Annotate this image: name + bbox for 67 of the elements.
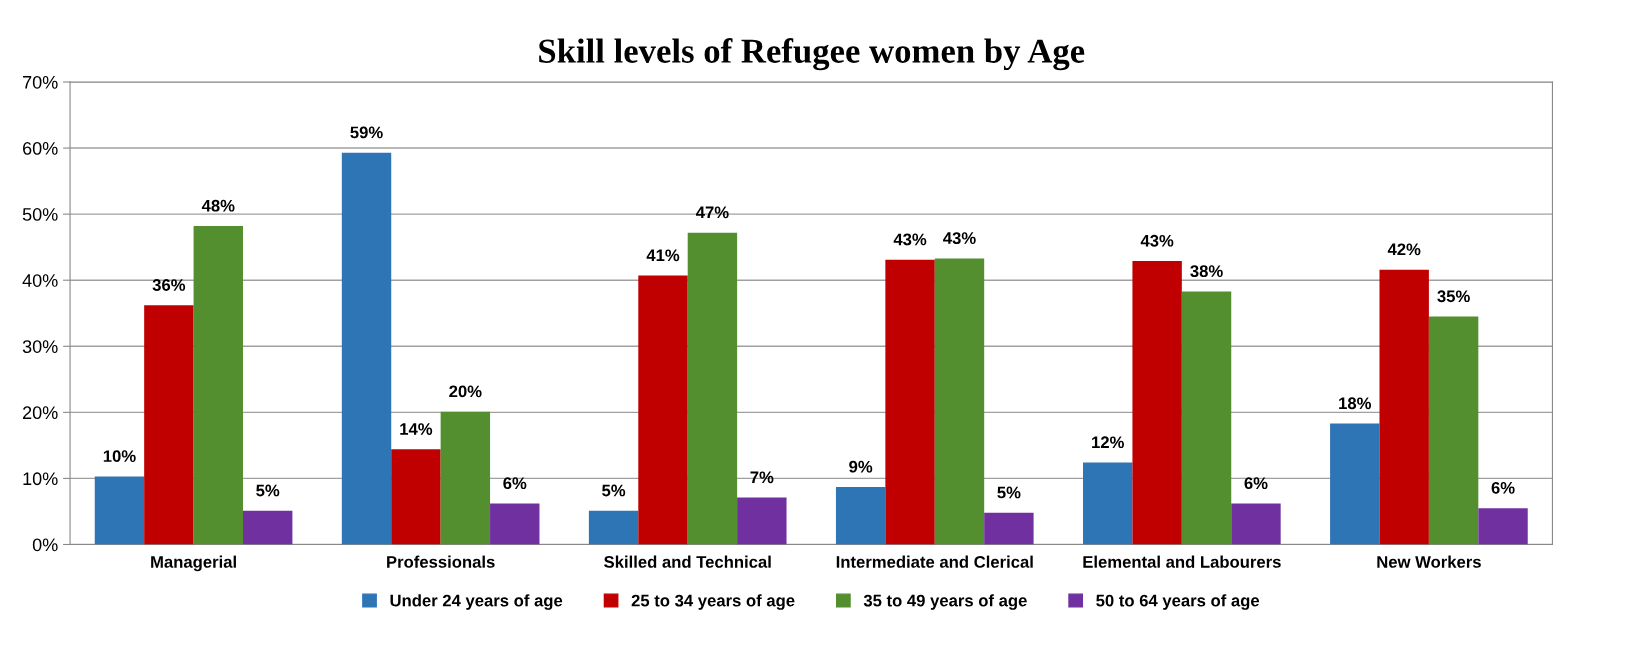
- y-tick-label: 50%: [22, 208, 58, 221]
- bar: [885, 259, 935, 545]
- data-label: 35%: [1437, 290, 1470, 303]
- data-label: 43%: [893, 233, 927, 246]
- legend-label: 25 to 34 years of age: [631, 594, 795, 610]
- x-tick-label: Intermediate and Clerical: [836, 555, 1033, 568]
- data-label: 6%: [1491, 481, 1515, 494]
- data-label: 43%: [943, 232, 976, 245]
- data-label: 7%: [750, 471, 774, 484]
- data-label: 38%: [1190, 265, 1223, 278]
- data-label: 36%: [152, 279, 186, 291]
- bar: [94, 476, 145, 545]
- data-label: 41%: [646, 249, 680, 262]
- data-label: 6%: [1244, 477, 1268, 490]
- x-tick-label: Elemental and Labourers: [1083, 555, 1281, 568]
- bar: [1379, 269, 1429, 545]
- bar: [737, 497, 787, 545]
- data-label: 6%: [503, 477, 527, 490]
- data-label: 14%: [400, 423, 433, 435]
- data-label: 20%: [449, 385, 482, 398]
- bar: [638, 275, 688, 545]
- data-label: 42%: [1387, 243, 1421, 256]
- bar: [144, 305, 194, 545]
- y-tick-label: 70%: [23, 75, 58, 89]
- bar: [1478, 508, 1528, 545]
- bar: [588, 510, 639, 545]
- bar: [1428, 316, 1479, 545]
- data-label: 9%: [849, 460, 873, 473]
- data-label: 5%: [997, 486, 1021, 499]
- bar: [1231, 503, 1281, 545]
- x-tick-label: New Workers: [1377, 555, 1481, 568]
- x-tick-label: Managerial: [151, 555, 236, 572]
- data-label: 10%: [103, 450, 136, 463]
- data-label: 48%: [201, 199, 235, 212]
- bar: [1330, 423, 1380, 545]
- y-tick-label: 30%: [22, 340, 58, 353]
- bar: [391, 449, 441, 545]
- bar: [835, 487, 886, 545]
- data-label: 12%: [1092, 436, 1124, 449]
- bar: [687, 232, 738, 545]
- y-tick-label: 0%: [32, 538, 58, 552]
- bar: [242, 510, 293, 545]
- bar: [1181, 291, 1232, 545]
- y-tick-label: 40%: [22, 274, 58, 287]
- y-tick-label: 20%: [23, 406, 58, 420]
- data-label: 18%: [1339, 397, 1372, 410]
- bar: [341, 152, 392, 545]
- data-label: 59%: [350, 126, 383, 139]
- data-label: 5%: [256, 484, 280, 497]
- data-label: 43%: [1140, 234, 1174, 247]
- bar: [193, 226, 243, 545]
- bar: [934, 258, 985, 545]
- bar: [1132, 261, 1182, 545]
- data-label: 5%: [602, 484, 626, 497]
- legend-label: 35 to 49 years of age: [863, 594, 1027, 610]
- x-tick-label: Skilled and Technical: [604, 555, 771, 568]
- bar: [440, 411, 491, 545]
- bar: [1083, 462, 1133, 545]
- y-tick-label: 60%: [23, 142, 58, 155]
- y-tick-label: 10%: [23, 472, 58, 486]
- data-label: 47%: [695, 206, 729, 219]
- bar: [490, 503, 540, 545]
- chart-title: Skill levels of Refugee women by Age: [539, 38, 1085, 71]
- legend-label: Under 24 years of age: [390, 594, 563, 610]
- x-tick-label: Professionals: [387, 555, 495, 568]
- bar: [984, 512, 1034, 545]
- legend-label: 50 to 64 years of age: [1096, 594, 1260, 610]
